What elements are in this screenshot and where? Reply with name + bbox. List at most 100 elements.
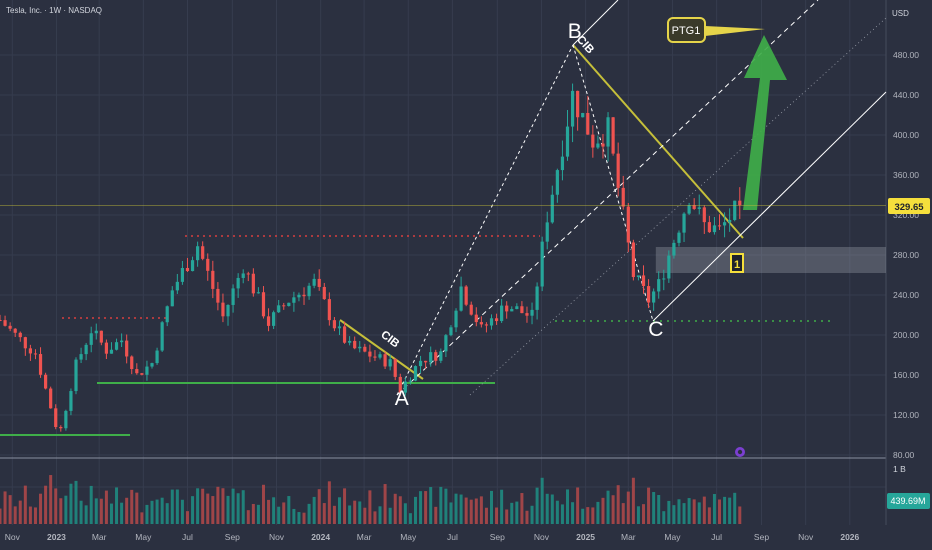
volume-bar xyxy=(109,503,113,524)
candle-body xyxy=(28,348,33,354)
candle-body xyxy=(130,356,134,370)
volume-bar xyxy=(49,475,53,524)
candle-body xyxy=(373,356,377,358)
volume-bar xyxy=(657,494,661,524)
candle-body xyxy=(337,326,342,329)
volume-bar xyxy=(191,496,195,524)
candle-body xyxy=(358,346,362,349)
candle-body xyxy=(368,351,372,357)
volume-bar xyxy=(104,490,108,524)
volume-bar xyxy=(246,510,250,524)
candle-body xyxy=(646,286,651,303)
volume-bar xyxy=(631,477,635,524)
volume-bar xyxy=(256,504,260,524)
candle-body xyxy=(510,309,514,312)
candle-body xyxy=(383,354,387,367)
volume-bar xyxy=(33,507,37,524)
volume-bar xyxy=(89,485,93,524)
time-axis[interactable]: Nov 2023 Mar May Jul Sep Nov 2024 Mar May Jul Sep No… xyxy=(5,532,860,542)
candle-body xyxy=(13,328,17,333)
volume-bar xyxy=(489,490,493,524)
volume-bar xyxy=(606,490,610,524)
candle-body xyxy=(439,351,443,361)
volume-bar xyxy=(495,507,499,524)
volume-bar xyxy=(621,503,625,524)
candle-body xyxy=(444,335,448,352)
volume-bar xyxy=(64,495,68,524)
drawing-toolbar-icon[interactable] xyxy=(735,447,745,457)
volume-bar xyxy=(459,494,463,524)
candle-body xyxy=(256,292,261,294)
price-axis[interactable]: 80.00 120.00 160.00 200.00 240.00 280.00 320.0… xyxy=(893,50,919,460)
candle-body xyxy=(424,360,428,363)
candle-body xyxy=(687,205,691,214)
candle-body xyxy=(565,126,570,157)
volume-bar xyxy=(327,481,331,524)
time-tick-label: Nov xyxy=(534,532,550,542)
volume-bar xyxy=(150,500,154,524)
time-tick-label: Sep xyxy=(225,532,240,542)
candle-body xyxy=(601,143,605,147)
volume-bar xyxy=(115,487,119,524)
pitchfork-upper-line xyxy=(572,0,619,46)
candle-body xyxy=(717,225,722,227)
volume-bar xyxy=(261,484,265,524)
volume-bar xyxy=(307,503,311,524)
volume-bar xyxy=(358,501,362,524)
volume-bar xyxy=(251,503,255,524)
candle-body xyxy=(211,270,215,289)
volume-bar xyxy=(383,484,387,524)
currency-badge[interactable] xyxy=(887,5,931,21)
candle-body xyxy=(231,288,235,305)
candle-body xyxy=(626,206,630,243)
volume-bar xyxy=(733,492,737,524)
trendline-layer[interactable] xyxy=(0,0,887,436)
volume-bar xyxy=(185,511,189,524)
candle-body xyxy=(282,305,286,307)
volume-bar xyxy=(545,493,549,524)
price-grid xyxy=(0,0,886,525)
candle-body xyxy=(206,258,210,271)
ptg1-pointer xyxy=(705,26,765,36)
candle-body xyxy=(540,241,544,287)
candle-body xyxy=(353,340,357,349)
candle-body xyxy=(500,305,504,322)
candle-body xyxy=(596,143,600,148)
volume-bar xyxy=(23,485,27,524)
candle-body xyxy=(99,330,103,343)
volume-bar xyxy=(59,498,63,524)
volume-bar xyxy=(175,489,179,524)
candle-body xyxy=(64,410,68,429)
candle-body xyxy=(216,288,220,303)
candle-body xyxy=(74,359,78,392)
volume-bar xyxy=(241,490,245,524)
candle-body xyxy=(266,316,271,326)
volume-bar xyxy=(419,491,423,524)
volume-bar xyxy=(54,488,58,524)
volume-bar xyxy=(3,491,7,524)
candle-body xyxy=(474,314,478,323)
candle-body xyxy=(185,268,190,272)
volume-bar xyxy=(125,497,129,524)
candle-body xyxy=(94,330,98,334)
candle-body xyxy=(712,225,717,233)
candle-body xyxy=(459,286,463,311)
candle-body xyxy=(104,342,109,354)
candle-body xyxy=(272,312,276,326)
candle-body xyxy=(150,363,154,367)
candle-body xyxy=(520,306,524,314)
volume-bar xyxy=(611,495,615,524)
volume-bar xyxy=(373,511,377,524)
candle-body xyxy=(454,310,458,328)
candle-body xyxy=(302,294,306,297)
candle-body xyxy=(611,117,615,154)
time-tick-label: 2026 xyxy=(840,532,859,542)
candle-body xyxy=(170,290,174,307)
candle-body xyxy=(226,304,230,317)
time-tick-label: Sep xyxy=(754,532,769,542)
candle-body xyxy=(221,302,225,317)
candle-body xyxy=(165,306,169,323)
time-tick-label: Nov xyxy=(269,532,285,542)
